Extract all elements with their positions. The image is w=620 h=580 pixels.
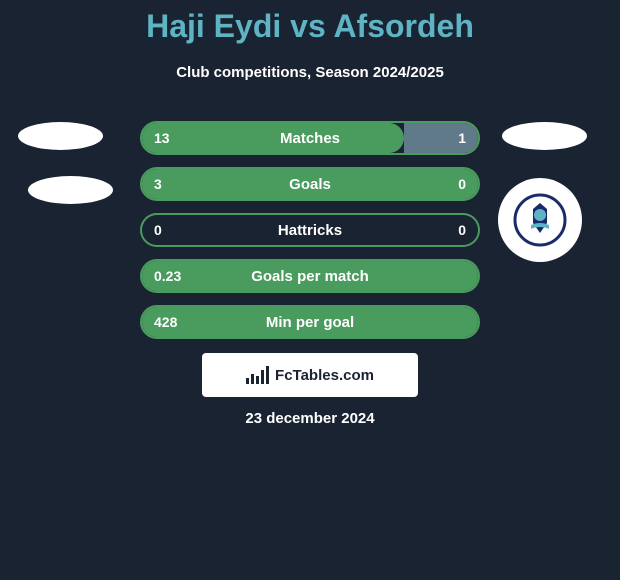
stat-label: Goals: [142, 176, 478, 193]
page-title: Haji Eydi vs Afsordeh: [0, 8, 620, 45]
stat-label: Goals per match: [142, 268, 478, 285]
stat-label: Matches: [142, 130, 478, 147]
subtitle: Club competitions, Season 2024/2025: [0, 64, 620, 81]
stat-row: 428Min per goal: [140, 305, 480, 339]
stat-row: 3Goals0: [140, 167, 480, 201]
player1-name: Haji Eydi: [146, 8, 281, 44]
player2-name: Afsordeh: [333, 8, 473, 44]
chart-icon: [246, 366, 269, 384]
date-text: 23 december 2024: [0, 410, 620, 427]
team2-badge-a: [502, 122, 587, 150]
stat-label: Min per goal: [142, 314, 478, 331]
stat-value-right: 0: [458, 176, 466, 192]
ellipse-icon: [28, 176, 113, 204]
team2-badge-circle: [498, 178, 582, 262]
stat-value-right: 1: [458, 130, 466, 146]
site-logo: FcTables.com: [202, 353, 418, 397]
stat-row: 0Hattricks0: [140, 213, 480, 247]
logo-text: FcTables.com: [275, 367, 374, 384]
stat-label: Hattricks: [142, 222, 478, 239]
team1-badge-a: [18, 122, 103, 150]
ellipse-icon: [18, 122, 103, 150]
stat-value-right: 0: [458, 222, 466, 238]
stat-row: 0.23Goals per match: [140, 259, 480, 293]
vs-text: vs: [290, 8, 326, 44]
stat-row: 13Matches1: [140, 121, 480, 155]
team1-badge-b: [28, 176, 113, 204]
ellipse-icon: [502, 122, 587, 150]
club-crest-icon: [498, 178, 582, 262]
